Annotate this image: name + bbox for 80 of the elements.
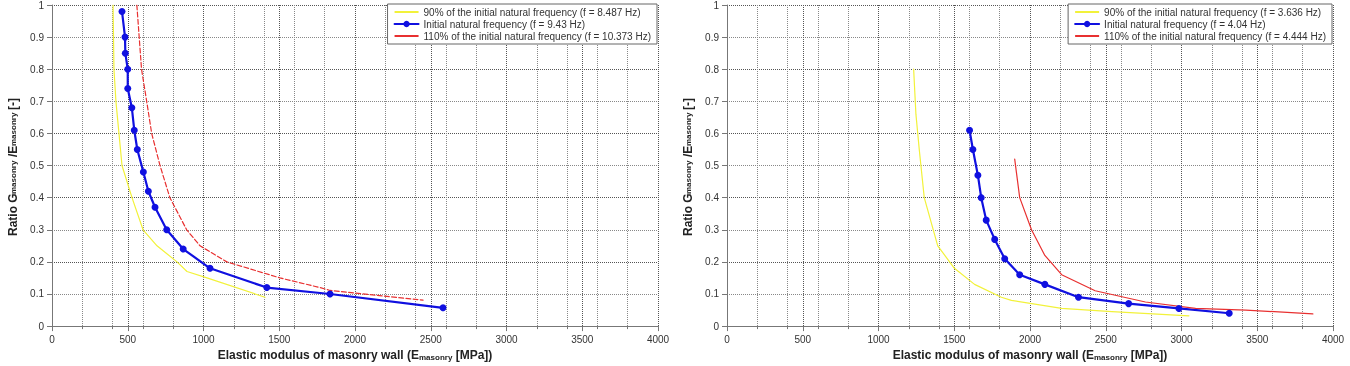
y-tick-label: 0.5 [30,160,45,172]
x-tick-label: 1500 [268,333,291,345]
y-tick-label: 0.2 [30,256,45,268]
point [1001,255,1009,263]
legend-label: 90% of the initial natural frequency (f = 3.636 Hz) [1104,6,1322,18]
point [124,65,132,73]
point [982,216,990,224]
point [121,49,129,57]
x-tick-label: 2500 [419,333,443,345]
y-tick-label: 0.7 [705,95,720,107]
y-tick-label: 0.8 [705,63,720,75]
y-tick-label: 0.2 [705,256,720,268]
y-tick-label: 0.6 [30,127,45,139]
y-tick-label: 0.7 [30,95,45,107]
point [1074,293,1082,301]
x-axis-title: Elastic modulus of masonry wall (Emasonry [MPa]) [892,348,1168,362]
point [128,104,136,112]
y-tick-label: 0.4 [705,192,720,204]
x-tick-label: 3000 [495,333,519,345]
x-tick-label: 2500 [1094,333,1118,345]
point [991,235,999,243]
point [1125,300,1133,308]
x-tick-label: 3500 [1246,333,1269,345]
legend-label: 110% of the initial natural frequency (f = 10.373 Hz) [423,30,652,42]
y-tick-label: 0.3 [30,224,45,236]
y-tick-label: 0.1 [705,288,720,300]
x-tick-label: 3500 [571,333,594,345]
point [966,126,974,134]
x-axis-title: Elastic modulus of masonry wall (Emasonry [MPa]) [217,348,493,362]
x-tick-label: 500 [794,333,812,345]
point [263,284,271,292]
line-series [136,4,424,301]
y-tick-label: 0.6 [705,127,720,139]
x-tick-label: 1000 [192,333,216,345]
x-tick-label: 0 [49,333,56,345]
y-tick-label: 0 [713,320,720,332]
legend-label: Initial natural frequency (f = 9.43 Hz) [423,18,586,30]
y-tick-label: 0.9 [30,31,45,43]
point [977,194,985,202]
x-tick-label: 0 [724,333,731,345]
point [179,245,187,253]
point [1225,309,1233,317]
legend-label: 90% of the initial natural frequency (f = 8.487 Hz) [423,6,641,18]
y-tick-label: 1 [38,0,45,11]
point [133,146,141,153]
y-tick-label: 0.3 [705,224,720,236]
x-tick-label: 500 [119,333,137,345]
point [124,84,132,92]
point [1016,271,1024,279]
y-tick-label: 0.1 [30,288,45,300]
y-tick-label: 0 [38,320,45,332]
x-tick-label: 4000 [646,333,670,345]
point [139,168,147,176]
x-tick-label: 1000 [867,333,891,345]
y-tick-label: 0.9 [705,31,720,43]
y-tick-label: 0.5 [705,160,720,172]
point [1041,280,1049,288]
point [151,203,159,211]
x-tick-label: 2000 [343,333,367,345]
point [439,304,447,312]
y-tick-label: 0.4 [30,192,45,204]
point [206,264,214,272]
point [1175,304,1183,312]
y-tick-label: 1 [713,0,720,11]
legend-label: Initial natural frequency (f = 4.04 Hz) [1104,18,1266,30]
x-tick-label: 4000 [1321,333,1345,345]
line-series [1014,158,1314,315]
line-series [112,4,266,298]
point [969,146,977,153]
point [118,7,126,15]
x-tick-label: 2000 [1018,333,1042,345]
point [144,187,152,195]
x-tick-label: 1500 [943,333,966,345]
point [163,226,171,234]
legend-label: 110% of the initial natural frequency (f = 4.444 Hz) [1104,30,1327,42]
point [974,171,982,179]
x-tick-label: 3000 [1170,333,1194,345]
y-tick-label: 0.8 [30,63,45,75]
point [130,126,138,134]
line-series [913,68,1190,317]
